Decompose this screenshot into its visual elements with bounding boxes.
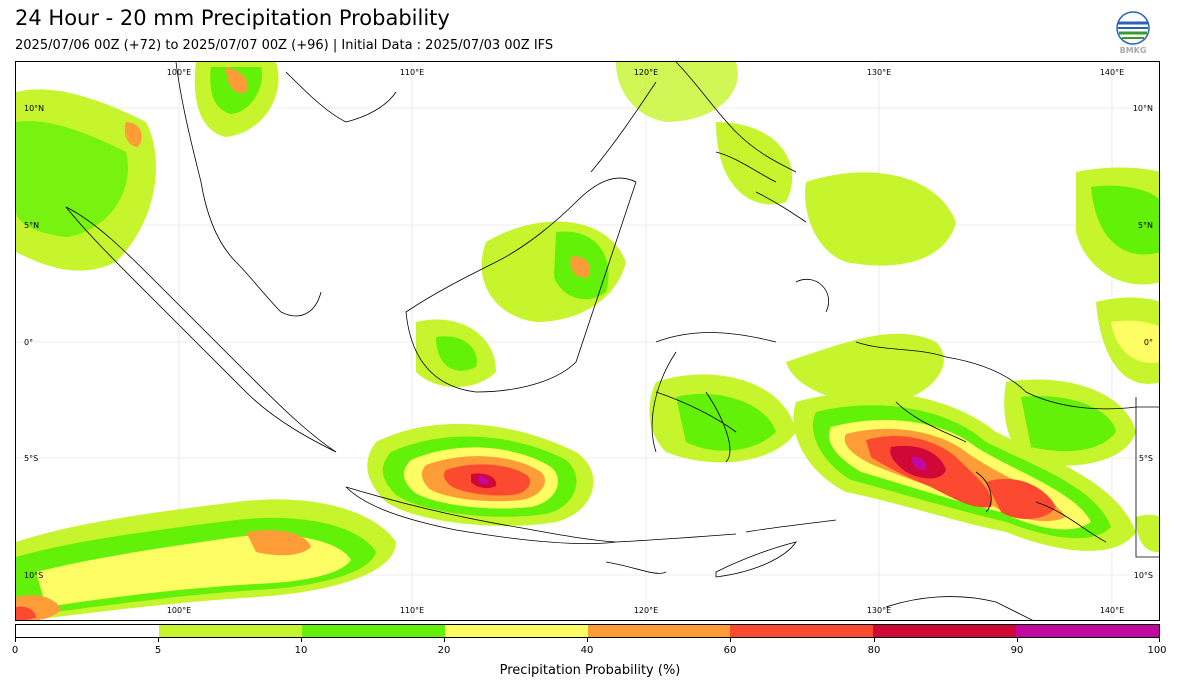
lon-label-bottom: 130°E xyxy=(867,606,891,615)
lat-label-left: 0° xyxy=(24,338,33,347)
chart-title: 24 Hour - 20 mm Precipitation Probabilit… xyxy=(15,6,450,30)
colorbar-tickmark xyxy=(730,638,731,642)
colorbar-segment xyxy=(301,625,445,637)
logo-text: BMKG xyxy=(1120,46,1147,55)
map-canvas: 100°E 110°E 120°E 130°E 140°E 100°E 110°… xyxy=(16,62,1159,620)
lon-labels-bottom: 100°E 110°E 120°E 130°E 140°E xyxy=(167,606,1124,615)
colorbar-tick-label: 10 xyxy=(294,645,308,656)
lat-label-left: 5°N xyxy=(24,221,39,230)
lon-label-top: 100°E xyxy=(167,68,191,77)
lon-label-top: 130°E xyxy=(867,68,891,77)
colorbar-segment xyxy=(873,625,1017,637)
colorbar-tickmark xyxy=(587,638,588,642)
colorbar-tick-label: 80 xyxy=(867,645,881,656)
colorbar-tickmark xyxy=(301,638,302,642)
colorbar-tick-label: 5 xyxy=(154,645,162,656)
bmkg-logo: BMKG xyxy=(1115,11,1151,55)
lon-label-bottom: 120°E xyxy=(634,606,658,615)
colorbar-segment xyxy=(158,625,302,637)
colorbar-tickmark xyxy=(874,638,875,642)
colorbar-tickmark xyxy=(158,638,159,642)
lat-labels-left: 10°N 5°N 0° 5°S 10°S xyxy=(24,104,44,580)
lon-label-top: 140°E xyxy=(1100,68,1124,77)
colorbar-tick-label: 60 xyxy=(723,645,737,656)
colorbar-tickmark xyxy=(1017,638,1018,642)
lat-label-left: 10°N xyxy=(24,104,44,113)
probability-shading xyxy=(16,62,1159,620)
lat-labels-right: 10°N 5°N 0° 5°S 10°S xyxy=(1133,104,1153,580)
colorbar-tick-label: 90 xyxy=(1010,645,1024,656)
lon-label-bottom: 100°E xyxy=(167,606,191,615)
colorbar-segment xyxy=(16,625,159,637)
lon-labels-top: 100°E 110°E 120°E 130°E 140°E xyxy=(167,68,1124,77)
colorbar-segment xyxy=(1016,625,1159,637)
colorbar xyxy=(15,624,1160,638)
lon-label-top: 120°E xyxy=(634,68,658,77)
colorbar-segment xyxy=(444,625,588,637)
chart-subtitle: 2025/07/06 00Z (+72) to 2025/07/07 00Z (… xyxy=(15,38,554,53)
colorbar-tickmark xyxy=(1159,638,1160,642)
lat-label-right: 10°N xyxy=(1133,104,1153,113)
colorbar-tick-label: 0 xyxy=(11,645,19,656)
colorbar-tickmark xyxy=(15,638,16,642)
colorbar-label: Precipitation Probability (%) xyxy=(499,663,681,678)
lon-label-bottom: 140°E xyxy=(1100,606,1124,615)
coastlines xyxy=(65,62,1159,620)
lon-label-top: 110°E xyxy=(400,68,424,77)
lat-label-left: 10°S xyxy=(24,571,43,580)
lon-label-bottom: 110°E xyxy=(400,606,424,615)
lat-label-left: 5°S xyxy=(24,454,38,463)
colorbar-tickmark xyxy=(444,638,445,642)
colorbar-tick-label: 100 xyxy=(1147,645,1167,656)
colorbar-segment xyxy=(730,625,874,637)
lat-label-right: 10°S xyxy=(1134,571,1153,580)
precipitation-map: 100°E 110°E 120°E 130°E 140°E 100°E 110°… xyxy=(15,61,1160,621)
lat-label-right: 5°N xyxy=(1138,221,1153,230)
colorbar-tick-label: 20 xyxy=(437,645,451,656)
lat-label-right: 0° xyxy=(1144,338,1153,347)
colorbar-tick-label: 40 xyxy=(580,645,594,656)
colorbar-segment xyxy=(587,625,731,637)
lat-label-right: 5°S xyxy=(1139,454,1153,463)
